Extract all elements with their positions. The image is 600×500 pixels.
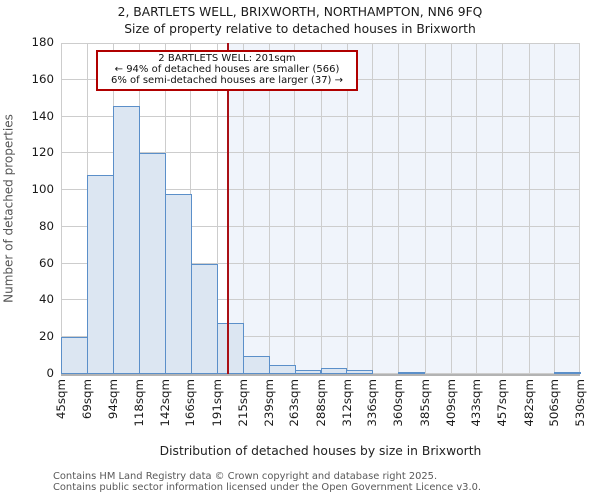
horizontal-gridline xyxy=(61,152,580,154)
vertical-gridline xyxy=(476,43,477,374)
x-tick-label: 191sqm xyxy=(210,379,225,427)
vertical-gridline xyxy=(294,43,295,374)
histogram-bar xyxy=(294,370,322,374)
histogram-bar xyxy=(268,365,296,374)
x-axis-title: Distribution of detached houses by size … xyxy=(159,444,482,458)
vertical-gridline xyxy=(347,43,348,374)
histogram-bar xyxy=(398,372,426,374)
histogram-bar xyxy=(190,264,218,374)
histogram-bar xyxy=(112,106,140,374)
x-tick-label: 239sqm xyxy=(261,379,276,427)
y-tick-label: 80 xyxy=(38,218,54,233)
histogram-bar xyxy=(164,194,192,374)
footer-attribution-line2: Contains public sector information licen… xyxy=(53,482,482,493)
x-tick-label: 409sqm xyxy=(443,379,458,427)
vertical-gridline xyxy=(61,43,62,374)
y-tick-label: 40 xyxy=(38,292,54,307)
annotation-box: 2 BARTLETS WELL: 201sqm ← 94% of detache… xyxy=(96,50,358,92)
histogram-bar xyxy=(61,337,88,374)
y-tick-label: 100 xyxy=(31,182,54,197)
annotation-larger-label: 6% of semi-detached houses are larger (3… xyxy=(110,74,344,86)
larger-than-property-shaded-region xyxy=(227,43,580,374)
histogram-bar xyxy=(320,368,348,374)
y-tick-label: 20 xyxy=(38,329,54,344)
vertical-gridline xyxy=(321,43,322,374)
x-tick-label: 530sqm xyxy=(573,379,587,427)
vertical-gridline xyxy=(243,43,244,374)
vertical-gridline xyxy=(372,43,373,374)
histogram-bar xyxy=(216,323,244,374)
chart-subtitle: Size of property relative to detached ho… xyxy=(124,22,476,36)
x-tick-label: 288sqm xyxy=(314,379,329,427)
histogram-bar xyxy=(242,356,270,374)
footer-attribution-line1: Contains HM Land Registry data © Crown c… xyxy=(53,471,438,482)
x-tick-label: 506sqm xyxy=(547,379,562,427)
y-axis-title: Number of detached properties xyxy=(1,114,16,303)
x-tick-label: 69sqm xyxy=(79,379,94,420)
y-tick-label: 160 xyxy=(31,71,54,86)
chart-title: 2, BARTLETS WELL, BRIXWORTH, NORTHAMPTON… xyxy=(117,5,483,19)
histogram-bar xyxy=(138,153,166,374)
x-tick-label: 385sqm xyxy=(417,379,432,427)
y-tick-label: 0 xyxy=(46,366,54,380)
x-tick-label: 142sqm xyxy=(157,379,172,427)
vertical-gridline xyxy=(451,43,452,374)
vertical-gridline xyxy=(529,43,530,374)
vertical-gridline xyxy=(269,43,270,374)
horizontal-gridline xyxy=(61,43,580,44)
x-tick-label: 433sqm xyxy=(469,379,484,427)
vertical-gridline xyxy=(502,43,503,374)
property-size-marker-line xyxy=(226,43,229,374)
vertical-gridline xyxy=(217,43,218,374)
x-tick-label: 166sqm xyxy=(183,379,198,427)
x-tick-label: 457sqm xyxy=(494,379,509,427)
y-tick-label: 140 xyxy=(31,108,54,123)
plot-area xyxy=(61,43,581,376)
x-tick-label: 360sqm xyxy=(391,379,406,427)
vertical-gridline xyxy=(554,43,555,374)
horizontal-gridline xyxy=(61,299,580,301)
x-tick-label: 94sqm xyxy=(106,379,121,420)
x-tick-label: 312sqm xyxy=(339,379,354,427)
y-tick-label: 180 xyxy=(31,35,54,49)
vertical-gridline xyxy=(425,43,426,374)
horizontal-gridline xyxy=(61,115,580,117)
y-tick-label: 120 xyxy=(31,145,54,160)
histogram-bar xyxy=(86,175,114,374)
histogram-bar xyxy=(554,372,581,374)
x-tick-label: 336sqm xyxy=(365,379,380,427)
annotation-smaller-label: ← 94% of detached houses are smaller (56… xyxy=(114,63,340,75)
x-tick-label: 118sqm xyxy=(132,379,147,427)
y-tick-label: 60 xyxy=(38,255,54,270)
x-tick-label: 263sqm xyxy=(287,379,302,427)
histogram-bar xyxy=(346,370,374,374)
x-tick-label: 482sqm xyxy=(521,379,536,427)
horizontal-gridline xyxy=(61,262,580,264)
horizontal-gridline xyxy=(61,225,580,227)
x-tick-label: 215sqm xyxy=(235,379,250,427)
x-tick-label: 45sqm xyxy=(54,379,68,420)
vertical-gridline xyxy=(579,43,580,374)
horizontal-gridline xyxy=(61,189,580,191)
vertical-gridline xyxy=(398,43,399,374)
horizontal-gridline xyxy=(61,336,580,338)
annotation-property-label: 2 BARTLETS WELL: 201sqm xyxy=(158,53,296,64)
